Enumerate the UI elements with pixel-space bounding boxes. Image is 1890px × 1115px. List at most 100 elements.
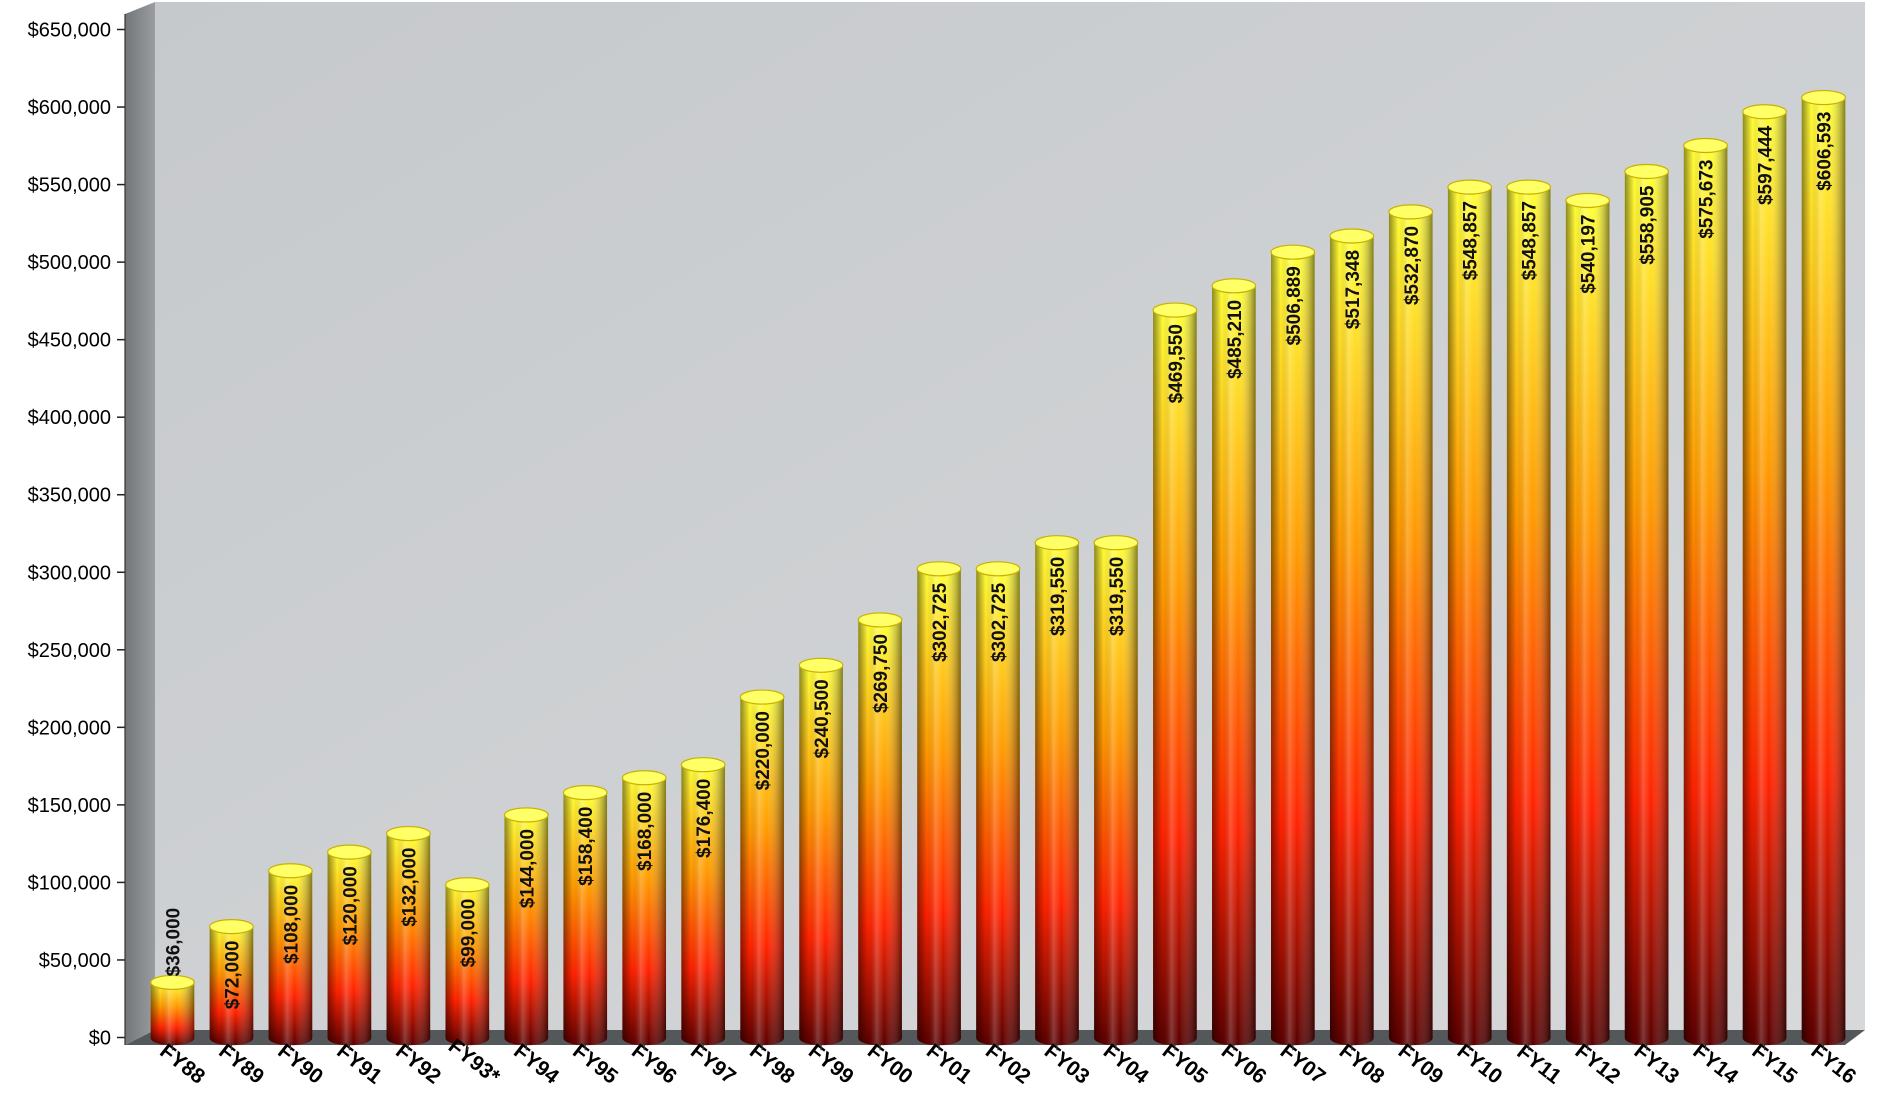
bar-FY99: $240,500 [798,657,844,1046]
x-tick-label: FY96 [627,1040,681,1089]
data-label: $99,000 [458,899,479,968]
bar-shading [622,777,667,1046]
x-tick-label: FY95 [568,1040,622,1089]
bar-FY89: $72,000 [209,918,254,1046]
bar-shading [1801,97,1846,1046]
x-tick-label: FY91 [332,1040,386,1089]
x-tick-label: FY10 [1453,1040,1507,1089]
bar-FY95: $158,400 [562,785,608,1046]
x-tick-label: FY08 [1335,1040,1389,1089]
x-tick-label: FY03 [1040,1040,1094,1089]
data-label: $108,000 [281,885,302,964]
bar-FY15: $597,444 [1742,104,1787,1046]
bar-FY12: $540,197 [1565,192,1611,1046]
data-label: $319,550 [1048,557,1069,636]
x-tick-label: FY04 [1099,1040,1153,1089]
data-label: $302,725 [930,582,951,662]
bar-FY00: $269,750 [857,612,903,1046]
y-tick-label: $500,000 [28,252,111,274]
bar-FY02: $302,725 [975,561,1021,1046]
bar-cap [1506,179,1552,195]
bar-FY08: $517,348 [1329,228,1375,1046]
data-label: $176,400 [694,779,715,858]
bar-FY98: $220,000 [739,689,785,1046]
bar-shading [1742,111,1787,1046]
data-label: $517,348 [1343,250,1364,329]
data-label: $558,905 [1638,185,1659,265]
bar-shading [268,870,313,1046]
x-tick-label: FY16 [1807,1040,1861,1089]
bar-shading [1624,171,1669,1046]
data-label: $168,000 [635,792,656,871]
bar-FY94: $144,000 [503,807,549,1046]
bar-shading [917,568,961,1046]
bar-FY11: $548,857 [1506,179,1552,1046]
data-label: $132,000 [399,848,420,927]
bar-shading [209,926,254,1046]
bar-cap [326,844,372,860]
bar-cap [267,863,313,879]
x-tick-label: FY88 [155,1040,209,1089]
bar-cap [975,561,1021,577]
bar-cap [798,657,844,673]
bar-shading [1329,235,1374,1046]
y-axis: $0 $50,000 $100,000 $150,000 $200,000 $250,00… [28,14,126,1050]
x-tick-label: FY92 [391,1040,445,1089]
data-label: $220,000 [753,711,774,790]
data-label: $120,000 [340,866,361,945]
bar-FY09: $532,870 [1388,204,1434,1046]
bar-FY93*: $99,000 [444,877,490,1046]
x-tick-label: FY06 [1217,1040,1271,1089]
bar-cap [1624,163,1670,180]
bar-FY05: $469,550 [1152,302,1198,1046]
bar-FY90: $108,000 [267,863,313,1046]
bar-cap [1152,302,1198,318]
x-tick-label: FY00 [863,1040,917,1089]
data-label: $319,550 [1107,557,1128,636]
x-tick-label: FY09 [1394,1040,1448,1089]
bar-shading [1153,310,1197,1046]
data-label: $540,197 [1579,215,1600,294]
data-label: $302,725 [989,582,1010,662]
bar-FY04: $319,550 [1093,535,1139,1046]
data-label: $548,857 [1520,201,1541,280]
bar-cap [621,770,667,786]
bar-shading [1683,145,1728,1046]
bar-FY14: $575,673 [1683,137,1729,1046]
bar-shading [740,697,784,1046]
bar-cap [1388,204,1434,220]
bar-FY10: $548,857 [1447,179,1493,1046]
data-label: $506,889 [1284,266,1305,345]
bar-FY92: $132,000 [385,825,431,1046]
x-tick-label: FY12 [1571,1040,1625,1089]
bar-shading [563,792,608,1046]
data-label: $485,210 [1225,300,1246,379]
data-label: $575,673 [1697,160,1718,239]
bar-shading [1094,542,1138,1046]
bar-shading [1506,187,1551,1046]
bar-shading [504,814,549,1046]
bar-cap [562,785,608,801]
x-tick-label: FY05 [1158,1040,1212,1089]
x-tick-label: FY11 [1513,1040,1566,1089]
bar-shading [1447,187,1492,1046]
y-tick-label: $350,000 [28,485,111,507]
bar-FY03: $319,550 [1034,535,1080,1046]
bar-cap [150,974,195,991]
bar-cap [385,825,431,842]
data-label: $240,500 [812,679,833,758]
data-label: $548,857 [1461,201,1482,280]
y-tick-label: $150,000 [28,795,111,817]
x-tick-label: FY14 [1689,1040,1743,1089]
bar-FY16: $606,593 [1801,89,1846,1046]
bar-cap [444,877,490,893]
bars-group: $36,000 $72,000 $108,000 $120,000 $132,000 $9… [150,89,1846,1046]
chart-side-wall [125,2,155,1045]
bar-cap [1211,278,1257,294]
x-tick-label: FY13 [1630,1040,1684,1089]
y-tick-label: $650,000 [28,20,111,42]
y-tick-label: $200,000 [28,717,111,739]
bar-cap [1801,89,1846,106]
bar-cap [1329,228,1375,244]
